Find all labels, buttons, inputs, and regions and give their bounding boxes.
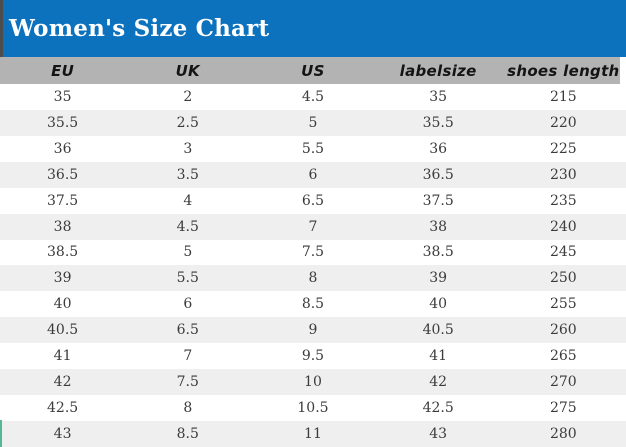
table-row: 40.5 6.5 9 40.5 260 [0, 317, 626, 344]
table-cell: 215 [549, 88, 577, 105]
table-cell: 5 [308, 114, 318, 131]
table-cell: 40.5 [47, 322, 79, 339]
table-cell: 8 [308, 270, 318, 287]
table-cell: 7.5 [176, 374, 199, 391]
column-header-shoes-length: shoes length [507, 61, 620, 80]
table-row: 38.5 5 7.5 38.5 245 [0, 239, 626, 266]
table-cell: 4.5 [176, 218, 199, 235]
table-cell: 9.5 [301, 348, 325, 365]
table-cell: 38.5 [422, 244, 454, 261]
table-cell: 40 [53, 296, 72, 313]
table-cell: 235 [549, 192, 577, 209]
table-header-row: EU UK US labelsize shoes length [0, 57, 626, 84]
table-row: 42 7.5 10 42 270 [0, 369, 626, 396]
table-cell: 38 [429, 218, 448, 235]
table-cell: 4 [183, 192, 193, 209]
table-cell: 35.5 [47, 114, 79, 131]
table-cell: 42 [53, 374, 72, 391]
table-cell: 42.5 [47, 400, 79, 417]
table-cell: 7 [308, 218, 318, 235]
table-cell: 4.5 [301, 88, 325, 105]
table-cell: 240 [549, 218, 577, 235]
table-cell: 6 [308, 166, 318, 183]
table-cell: 38.5 [47, 244, 79, 261]
table-cell: 7.5 [301, 244, 325, 261]
table-cell: 255 [549, 296, 577, 313]
table-cell: 2 [183, 88, 193, 105]
column-header-labelsize: labelsize [399, 61, 477, 80]
page-title: Women's Size Chart [9, 15, 270, 42]
table-cell: 11 [304, 425, 322, 442]
column-header-eu: EU [51, 61, 75, 80]
table-cell: 8.5 [176, 425, 199, 442]
table-row: 39 5.5 8 39 250 [0, 265, 626, 292]
table-cell: 245 [549, 244, 577, 261]
table-cell: 3.5 [176, 166, 199, 183]
table-cell: 35 [53, 88, 72, 105]
table-cell: 39 [429, 270, 448, 287]
table-row: 38 4.5 7 38 240 [0, 213, 626, 240]
table-cell: 3 [183, 140, 193, 157]
table-cell: 41 [429, 348, 448, 365]
table-cell: 230 [549, 166, 577, 183]
column-header-uk: UK [175, 61, 200, 80]
table-cell: 5 [183, 244, 193, 261]
table-cell: 225 [549, 140, 577, 157]
table-cell: 43 [53, 425, 72, 442]
table-cell: 10.5 [297, 400, 329, 417]
table-row: 35 2 4.5 35 215 [0, 84, 626, 110]
table-row: 41 7 9.5 41 265 [0, 343, 626, 370]
table-cell: 36.5 [47, 166, 79, 183]
table-body: 35 2 4.5 35 215 35.5 2.5 5 35.5 220 36 3 5.5 36 225 36.… [0, 84, 626, 447]
table-cell: 35 [429, 88, 448, 105]
table-cell: 42 [429, 374, 448, 391]
table-cell: 220 [549, 114, 577, 131]
table-cell: 42.5 [422, 400, 454, 417]
table-cell: 10 [304, 374, 322, 391]
table-cell: 36 [53, 140, 72, 157]
table-row: 36 3 5.5 36 225 [0, 135, 626, 162]
table-row: 35.5 2.5 5 35.5 220 [0, 109, 626, 136]
table-cell: 8 [183, 400, 193, 417]
table-cell: 36.5 [422, 166, 454, 183]
table-cell: 7 [183, 348, 193, 365]
table-cell: 37.5 [422, 192, 454, 209]
table-cell: 41 [53, 348, 72, 365]
table-cell: 36 [429, 140, 448, 157]
table-cell: 40 [429, 296, 448, 313]
table-cell: 6 [183, 296, 193, 313]
table-cell: 37.5 [47, 192, 79, 209]
table-cell: 8.5 [301, 296, 325, 313]
header-right-gutter [620, 57, 626, 84]
table-cell: 6.5 [301, 192, 325, 209]
table-cell: 250 [549, 270, 577, 287]
table-cell: 280 [549, 425, 577, 442]
table-cell: 6.5 [176, 322, 199, 339]
table-row: 42.5 8 10.5 42.5 275 [0, 395, 626, 421]
title-bar: Women's Size Chart [0, 0, 626, 57]
table-cell: 39 [53, 270, 72, 287]
column-header-us: US [301, 61, 325, 80]
table-cell: 275 [549, 400, 577, 417]
table-cell: 40.5 [422, 322, 454, 339]
table-cell: 265 [549, 348, 577, 365]
table-cell: 5.5 [301, 140, 325, 157]
table-row: 43 8.5 11 43 280 [0, 420, 626, 447]
table-cell: 2.5 [176, 114, 199, 131]
teal-edge-artifact [0, 420, 2, 447]
table-cell: 270 [549, 374, 577, 391]
table-cell: 35.5 [422, 114, 454, 131]
table-cell: 9 [308, 322, 318, 339]
table-row: 37.5 4 6.5 37.5 235 [0, 187, 626, 214]
table-cell: 43 [429, 425, 448, 442]
table-cell: 260 [549, 322, 577, 339]
table-row: 40 6 8.5 40 255 [0, 291, 626, 318]
table-cell: 5.5 [176, 270, 199, 287]
table-cell: 38 [53, 218, 72, 235]
table-row: 36.5 3.5 6 36.5 230 [0, 161, 626, 188]
